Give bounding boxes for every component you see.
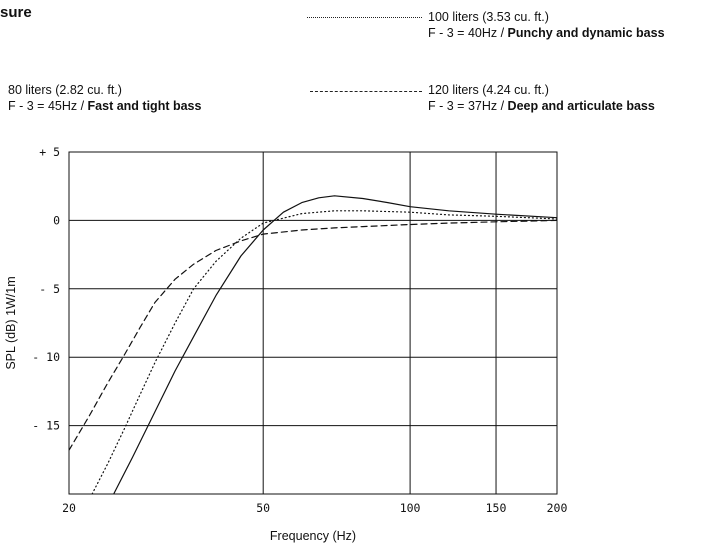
legend-line-dashed — [310, 91, 422, 92]
x-tick-label: 20 — [62, 501, 76, 515]
legend-item-100-liters: 100 liters (3.53 cu. ft.) F - 3 = 40Hz /… — [428, 9, 665, 41]
series-line-solid — [113, 195, 557, 494]
x-tick-label: 150 — [486, 501, 507, 515]
x-axis-label: Frequency (Hz) — [270, 529, 356, 543]
plot-frame — [68, 151, 558, 495]
x-tick-label: 200 — [547, 501, 568, 515]
legend-f3-line: F - 3 = 37Hz / Deep and articulate bass — [428, 98, 655, 114]
legend-f3: F - 3 = 45Hz / — [8, 99, 88, 113]
legend-volume: 100 liters (3.53 cu. ft.) — [428, 10, 549, 24]
legend-volume: 80 liters (2.82 cu. ft.) — [8, 83, 122, 97]
legend-f3: F - 3 = 40Hz / — [428, 26, 508, 40]
y-tick-label: + 5 — [39, 145, 60, 159]
legend-description: Fast and tight bass — [87, 99, 202, 113]
legend-f3: F - 3 = 37Hz / — [428, 99, 508, 113]
chart-curves — [69, 195, 557, 494]
legend-f3-line: F - 3 = 40Hz / Punchy and dynamic bass — [428, 25, 665, 41]
series-line-dashed — [69, 219, 557, 451]
legend-volume: 120 liters (4.24 cu. ft.) — [428, 83, 549, 97]
y-tick-label: - 15 — [32, 419, 60, 433]
x-tick-label: 100 — [400, 501, 421, 515]
x-tick-label: 50 — [256, 501, 270, 515]
y-tick-label: - 5 — [39, 282, 60, 296]
legend-line-dotted — [307, 17, 422, 18]
legend-description: Deep and articulate bass — [507, 99, 655, 113]
series-line-dotted — [91, 210, 557, 494]
chart-grid — [69, 152, 557, 494]
chart-ticks: 20 50 100 150 200 + 5 0 - 5 - 10 - 15 — [32, 145, 567, 515]
page-heading: sure — [0, 4, 32, 21]
y-axis-label: SPL (dB) 1W/1m — [4, 276, 18, 369]
legend-item-80-liters: 80 liters (2.82 cu. ft.) F - 3 = 45Hz / … — [8, 82, 201, 114]
y-tick-label: 0 — [53, 213, 60, 227]
legend-item-120-liters: 120 liters (4.24 cu. ft.) F - 3 = 37Hz /… — [428, 82, 655, 114]
legend-f3-line: F - 3 = 45Hz / Fast and tight bass — [8, 98, 201, 114]
y-tick-label: - 10 — [32, 350, 60, 364]
legend-description: Punchy and dynamic bass — [507, 26, 665, 40]
